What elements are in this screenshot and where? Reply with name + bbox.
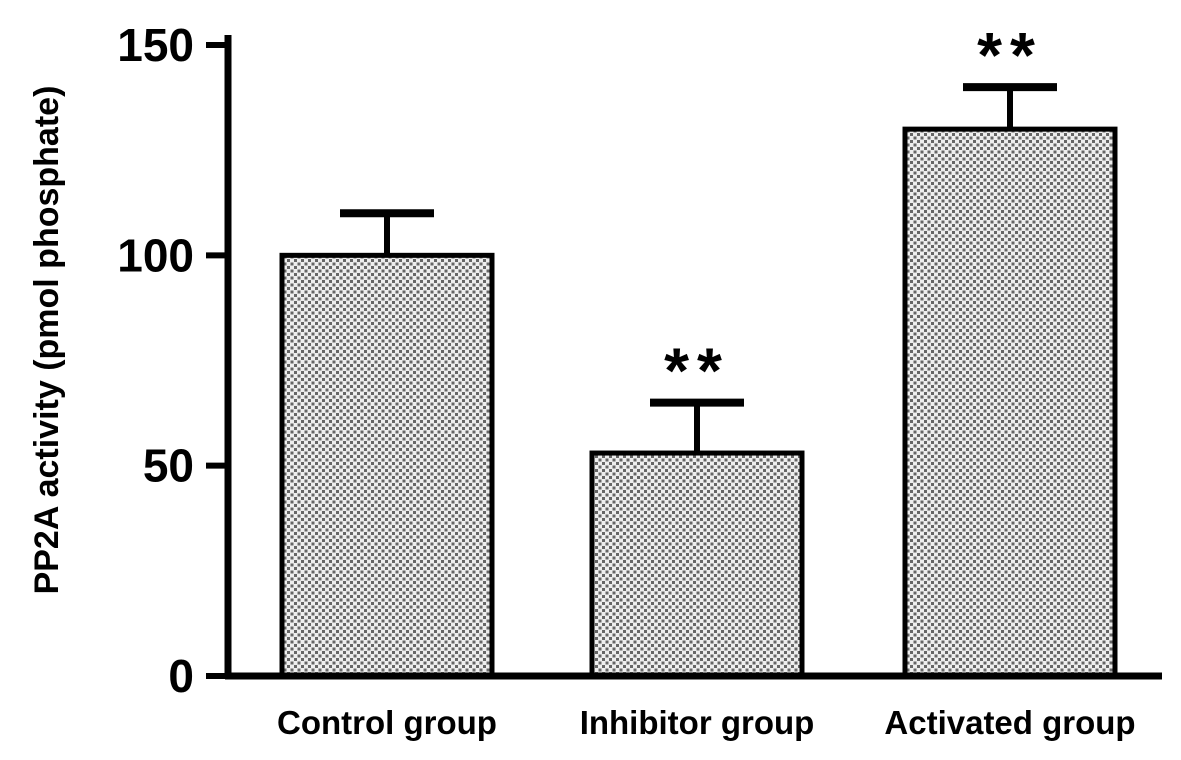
bar: [279, 252, 495, 679]
y-axis-label: PP2A activity (pmol phosphate): [28, 85, 66, 595]
y-tick-label: 100: [117, 229, 194, 281]
significance-annotation: **: [664, 335, 730, 407]
category-label: Control group: [277, 704, 497, 741]
category-label: Activated group: [884, 704, 1135, 741]
category-label: Inhibitor group: [580, 704, 815, 741]
y-tick-label: 0: [168, 650, 194, 702]
bar: [589, 450, 805, 679]
y-tick-label: 150: [117, 19, 194, 71]
y-tick-label: 50: [143, 440, 194, 492]
significance-annotation: **: [977, 19, 1043, 91]
bar: [902, 126, 1118, 679]
